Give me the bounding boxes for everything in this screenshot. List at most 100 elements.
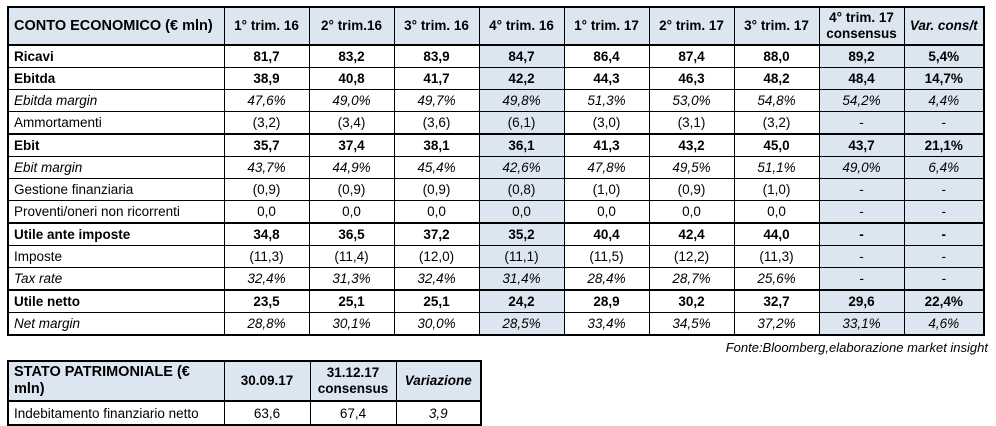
value-cell: 34,8 [223,222,310,246]
value-cell: 14,7% [903,67,985,90]
value-cell: 42,4 [648,222,735,246]
value-cell: (11,1) [478,245,565,268]
column-header: 2° trim.16 [308,6,395,46]
value-cell: (3,6) [393,111,480,135]
column-header: 1° trim. 16 [223,6,310,46]
value-cell: 45,4% [393,156,480,179]
value-cell: 45,0 [733,133,820,157]
value-cell: 24,2 [478,289,565,313]
value-cell: - [818,222,905,246]
row-label: Ricavi [7,44,225,68]
value-cell: 21,1% [903,133,985,157]
value-cell: (11,3) [733,245,820,268]
value-cell: (3,2) [733,111,820,135]
value-cell: 43,7% [223,156,310,179]
value-cell: - [903,245,985,268]
value-cell: 28,9 [563,289,650,313]
value-cell: 41,7 [393,67,480,90]
balance-table-header-row: STATO PATRIMONIALE (€ mln) 30.09.17 31.12.… [7,360,482,402]
value-cell: 35,2 [478,222,565,246]
value-cell: 41,3 [563,133,650,157]
value-cell: 36,1 [478,133,565,157]
value-cell: 34,5% [648,312,735,336]
row-label: Ebitda margin [7,89,225,112]
column-header: 4° trim. 16 [478,6,565,46]
value-cell: 6,4% [903,156,985,179]
value-cell: (11,4) [308,245,395,268]
value-cell: 28,8% [223,312,310,336]
value-cell: 28,7% [648,267,735,291]
value-cell: 38,1 [393,133,480,157]
income-table-header: CONTO ECONOMICO (€ mln) 1° trim. 16 2° tri… [7,6,985,46]
source-note: Fonte:Bloomberg,elaborazione market insi… [725,340,988,355]
table-row: Net margin 28,8% 30,1% 30,0% 28,5% 33,4% 34,5%… [7,312,985,336]
value-cell: 54,8% [733,89,820,112]
value-cell: 49,7% [393,89,480,112]
column-header: 3° trim. 16 [393,6,480,46]
value-cell: 25,1 [308,289,395,313]
value-cell: - [818,245,905,268]
value-cell: 67,4 [309,400,397,426]
row-label: Tax rate [7,267,225,291]
value-cell: 43,2 [648,133,735,157]
balance-table-body: Indebitamento finanziario netto 63,6 67,4 3… [7,400,482,426]
value-cell: 43,7 [818,133,905,157]
value-cell: 0,0 [733,200,820,224]
value-cell: (11,5) [563,245,650,268]
value-cell: - [818,111,905,135]
income-table-body: Ricavi 81,7 83,2 83,9 84,7 86,4 87,4 88,0 89,2 5,… [7,44,985,336]
value-cell: 0,0 [478,200,565,224]
value-cell: 37,4 [308,133,395,157]
table-row: Ebitda 38,9 40,8 41,7 42,2 44,3 46,3 48,2 48,4 14… [7,67,985,90]
value-cell: - [818,178,905,201]
table-row: Gestione finanziaria (0,9) (0,9) (0,9) (0,8)… [7,178,985,201]
value-cell: 4,6% [903,312,985,336]
column-header: 30.09.17 [223,360,311,402]
value-cell: 48,4 [818,67,905,90]
row-label: Ebit margin [7,156,225,179]
value-cell: 83,2 [308,44,395,68]
value-cell: 38,9 [223,67,310,90]
column-header: Variazione [395,360,482,402]
value-cell: (3,0) [563,111,650,135]
value-cell: 86,4 [563,44,650,68]
table-row: Utile netto 23,5 25,1 25,1 24,2 28,9 30,2 32,7 2… [7,289,985,313]
value-cell: 53,0% [648,89,735,112]
value-cell: 25,6% [733,267,820,291]
value-cell: - [903,178,985,201]
value-cell: 44,9% [308,156,395,179]
value-cell: 36,5 [308,222,395,246]
value-cell: 37,2% [733,312,820,336]
value-cell: 44,3 [563,67,650,90]
value-cell: 84,7 [478,44,565,68]
value-cell: 4,4% [903,89,985,112]
row-label: Utile ante imposte [7,222,225,246]
value-cell: 30,2 [648,289,735,313]
row-label: Ammortamenti [7,111,225,135]
value-cell: - [818,200,905,224]
value-cell: 49,5% [648,156,735,179]
column-header: 1° trim. 17 [563,6,650,46]
value-cell: 32,4% [393,267,480,291]
row-label: Ebit [7,133,225,157]
table-row: Utile ante imposte 34,8 36,5 37,2 35,2 40,4 42… [7,222,985,246]
value-cell: (0,9) [223,178,310,201]
value-cell: 31,4% [478,267,565,291]
value-cell: 0,0 [223,200,310,224]
table-row: Ebit 35,7 37,4 38,1 36,1 41,3 43,2 45,0 43,7 21,1… [7,133,985,157]
value-cell: (11,3) [223,245,310,268]
value-cell: 49,8% [478,89,565,112]
value-cell: (12,0) [393,245,480,268]
value-cell: (12,2) [648,245,735,268]
value-cell: 32,7 [733,289,820,313]
value-cell: (3,1) [648,111,735,135]
value-cell: 30,0% [393,312,480,336]
value-cell: 28,5% [478,312,565,336]
value-cell: 54,2% [818,89,905,112]
value-cell: 30,1% [308,312,395,336]
value-cell: 0,0 [563,200,650,224]
income-table-header-row: CONTO ECONOMICO (€ mln) 1° trim. 16 2° tri… [7,6,985,46]
table-row: Ebit margin 43,7% 44,9% 45,4% 42,6% 47,8% 49,5… [7,156,985,179]
column-header: 3° trim. 17 [733,6,820,46]
